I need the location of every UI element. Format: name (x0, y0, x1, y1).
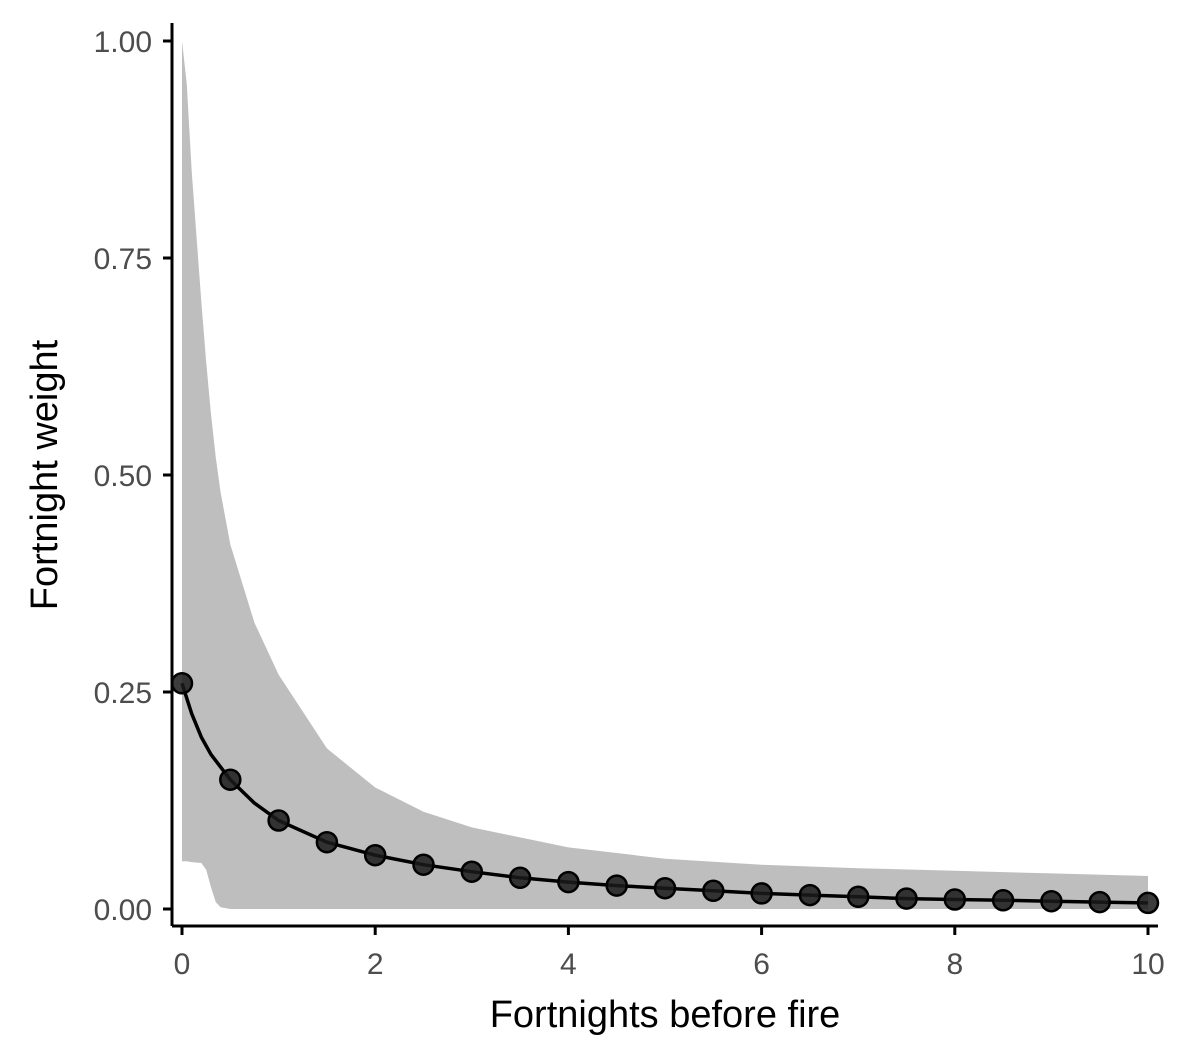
data-point (557, 870, 580, 894)
y-tick-label: 0.00 (94, 894, 152, 927)
x-tick-label: 4 (560, 948, 577, 981)
data-points-layer (170, 672, 1160, 915)
data-point (412, 853, 435, 876)
confidence-ribbon-layer (182, 41, 1148, 909)
y-axis-title: Fortnight weight (24, 339, 66, 610)
data-point (267, 809, 290, 832)
data-point (653, 876, 677, 900)
data-point (798, 883, 822, 907)
x-tick-label: 8 (946, 948, 963, 981)
y-axis-ticks: 0.00 0.25 0.50 0.75 1.00 (94, 26, 172, 927)
x-tick-label: 2 (367, 948, 384, 981)
data-point (1088, 890, 1111, 914)
data-point (363, 843, 387, 867)
data-point (702, 879, 725, 903)
data-point (170, 672, 194, 695)
data-point (1040, 889, 1063, 913)
x-axis-ticks: 0 2 4 6 8 10 (174, 926, 1165, 981)
data-point (315, 830, 339, 854)
y-tick-label: 0.50 (94, 460, 152, 493)
data-point (750, 882, 773, 905)
data-point (219, 768, 242, 791)
y-tick-label: 1.00 (94, 26, 152, 59)
data-point (991, 889, 1015, 912)
y-tick-label: 0.75 (94, 243, 152, 276)
data-point (1136, 891, 1160, 915)
data-point (605, 874, 628, 897)
data-point (846, 885, 870, 909)
y-tick-label: 0.25 (94, 677, 152, 710)
x-tick-label: 10 (1131, 948, 1164, 981)
data-point (943, 888, 967, 911)
x-tick-label: 6 (753, 948, 770, 981)
data-point (460, 860, 484, 883)
x-axis-title: Fortnights before fire (490, 994, 841, 1036)
x-tick-label: 0 (174, 948, 191, 981)
confidence-ribbon (182, 41, 1148, 909)
data-point (895, 887, 918, 910)
data-point (508, 866, 532, 890)
